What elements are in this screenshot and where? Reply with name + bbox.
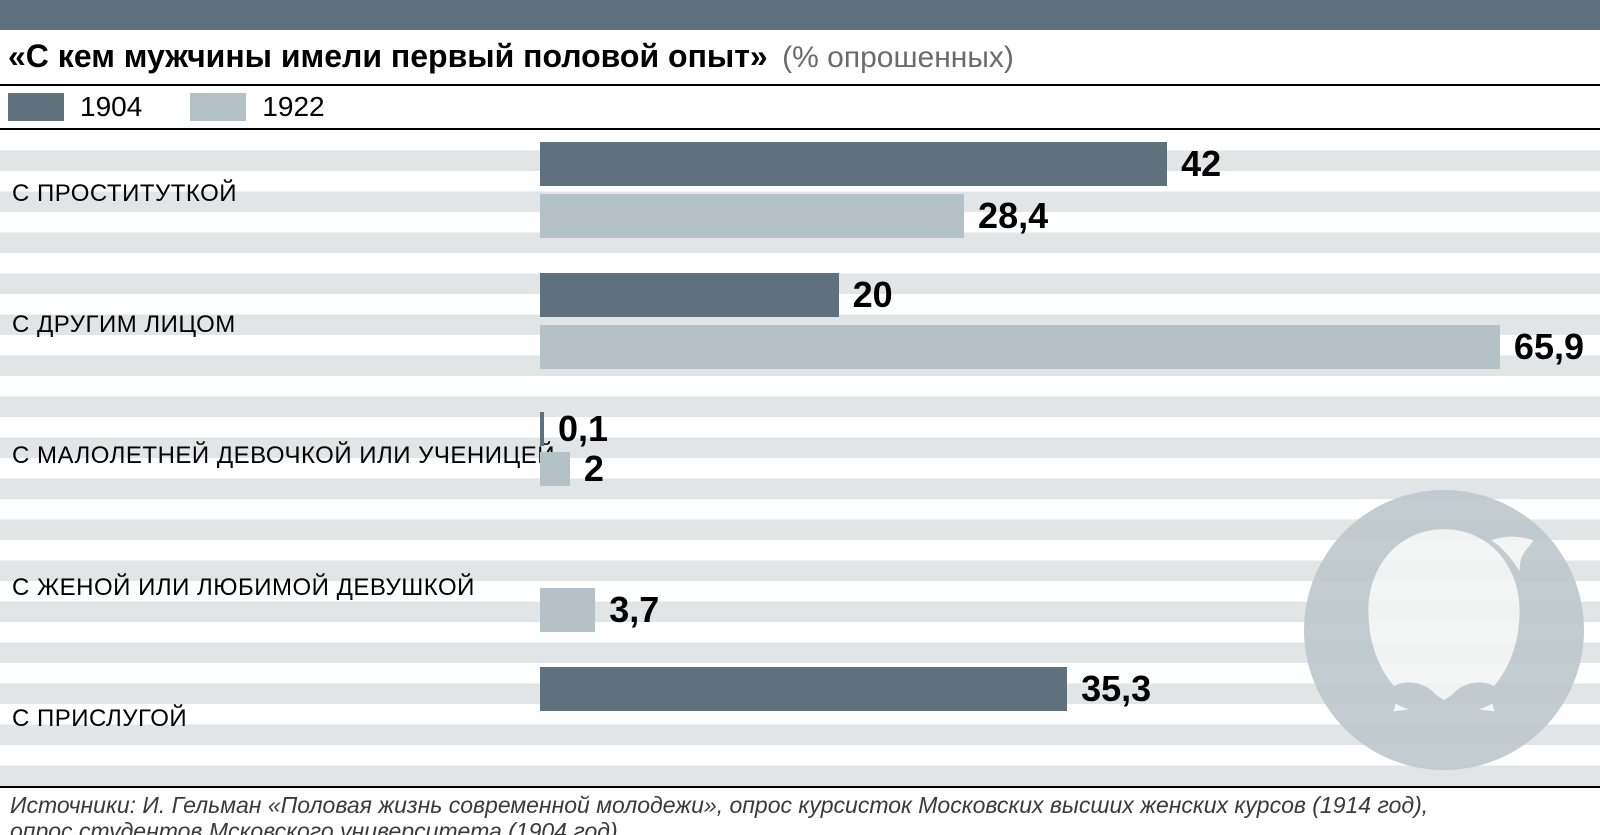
title-row: «С кем мужчины имели первый половой опыт… [0, 30, 1600, 86]
bar-value: 2 [584, 451, 604, 487]
bar-value: 0,1 [558, 411, 608, 447]
legend-label: 1904 [80, 91, 142, 123]
bar-wrap: 2 [540, 452, 1584, 486]
bar-value: 28,4 [978, 198, 1048, 234]
bar-wrap: 20 [540, 273, 1584, 317]
bar [540, 194, 964, 238]
category-label: С МАЛОЛЕТНЕЙ ДЕВОЧКОЙ ИЛИ УЧЕНИЦЕЙ [12, 442, 555, 470]
bar-value: 3,7 [609, 592, 659, 628]
legend-item-1922: 1922 [190, 91, 324, 123]
bar-wrap: 35,3 [540, 667, 1584, 711]
category-row: С ПРОСТИТУТКОЙ 42 28,4 [0, 130, 1600, 261]
bar [540, 412, 544, 446]
bar [540, 273, 839, 317]
category-label: С ДРУГИМ ЛИЦОМ [12, 311, 236, 339]
bar-value: 42 [1181, 146, 1221, 182]
bar [540, 452, 570, 486]
bar [540, 142, 1167, 186]
category-row: С ДРУГИМ ЛИЦОМ 20 65,9 [0, 261, 1600, 392]
source-block: Источники: И. Гельман «Половая жизнь сов… [0, 786, 1600, 835]
bar-value: 65,9 [1514, 329, 1584, 365]
category-row: С ЖЕНОЙ ИЛИ ЛЮБИМОЙ ДЕВУШКОЙ 3,7 [0, 524, 1600, 655]
legend-swatch-1922 [190, 93, 246, 121]
top-bar [0, 0, 1600, 30]
bar-wrap: 0,1 [540, 412, 1584, 446]
bar-value: 35,3 [1081, 671, 1151, 707]
bar-wrap: 28,4 [540, 194, 1584, 238]
legend-label: 1922 [262, 91, 324, 123]
chart-subtitle: (% опрошенных) [782, 41, 1014, 74]
category-label: С ПРИСЛУГОЙ [12, 705, 187, 733]
bar-wrap: 3,7 [540, 588, 1584, 632]
category-row: С МАЛОЛЕТНЕЙ ДЕВОЧКОЙ ИЛИ УЧЕНИЦЕЙ0,1 2 [0, 392, 1600, 523]
bar [540, 588, 595, 632]
source-line: опрос студентов Мсковского университета … [10, 818, 1590, 835]
chart-title: «С кем мужчины имели первый половой опыт… [8, 38, 768, 74]
legend-item-1904: 1904 [8, 91, 142, 123]
bar-wrap: 65,9 [540, 325, 1584, 369]
category-row: С ПРИСЛУГОЙ 35,3 [0, 655, 1600, 786]
bar [540, 667, 1067, 711]
plot-area: С ПРОСТИТУТКОЙ 42 28,4 С ДРУГИМ ЛИЦОМ 20 65,9… [0, 130, 1600, 786]
legend-swatch-1904 [8, 93, 64, 121]
category-label: С ЖЕНОЙ ИЛИ ЛЮБИМОЙ ДЕВУШКОЙ [12, 574, 475, 602]
bar-wrap: 42 [540, 142, 1584, 186]
source-line: Источники: И. Гельман «Половая жизнь сов… [10, 792, 1590, 818]
bar-value: 20 [853, 277, 893, 313]
category-label: С ПРОСТИТУТКОЙ [12, 180, 237, 208]
bar [540, 325, 1500, 369]
legend: 1904 1922 [0, 86, 1600, 130]
